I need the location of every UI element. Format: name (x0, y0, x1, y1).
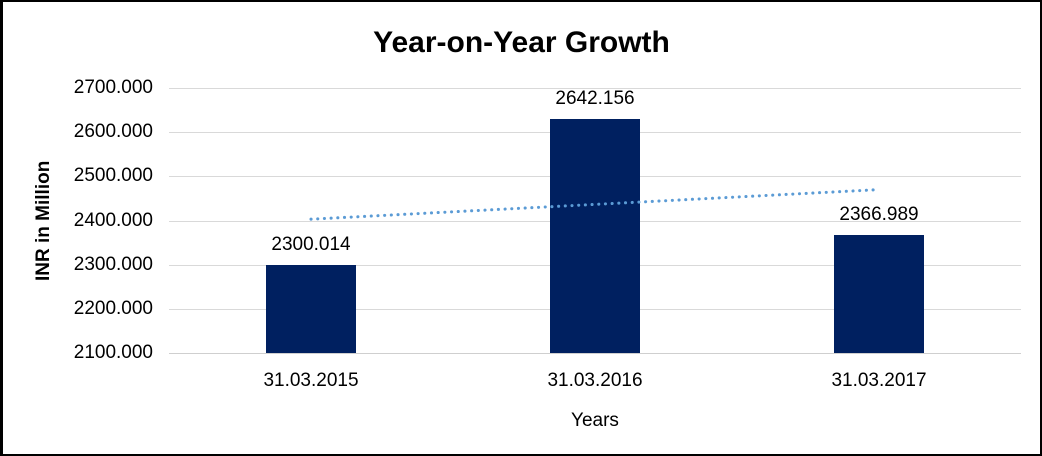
y-axis-tick-label: 2600.000 (73, 121, 153, 143)
x-axis-tick-label: 31.03.2015 (263, 370, 359, 391)
y-axis-tick-labels: 2700.000 2600.000 2500.000 2400.000 2300… (3, 77, 153, 363)
bar-group-2015: 2300.014 (169, 88, 453, 353)
x-axis-tick-label: 31.03.2017 (831, 370, 927, 391)
y-axis-tick-label: 2500.000 (73, 165, 153, 187)
y-axis-tick-label: 2200.000 (73, 297, 153, 319)
x-axis-tick-label: 31.03.2016 (547, 370, 643, 391)
y-axis-tick-label: 2300.000 (73, 253, 153, 275)
bar-2016 (550, 119, 640, 353)
x-axis-title: Years (571, 410, 619, 431)
bar-value-label: 2642.156 (555, 88, 635, 109)
chart-title: Year-on-Year Growth (373, 26, 670, 59)
plot-area: 2300.014 2642.156 2366.989 (169, 88, 1021, 354)
bar-series: 2300.014 2642.156 2366.989 (169, 88, 1021, 353)
bar-value-label: 2366.989 (839, 204, 919, 226)
bar-2015 (266, 264, 356, 353)
bar-group-2017: 2366.989 (737, 88, 1021, 353)
bar-group-2016: 2642.156 (453, 88, 737, 353)
y-axis-tick-label: 2400.000 (73, 209, 153, 231)
bar-value-label: 2300.014 (271, 233, 351, 255)
y-axis-tick-label: 2100.000 (73, 342, 153, 363)
x-axis-line (169, 353, 1021, 354)
gridline (169, 88, 1021, 89)
y-axis-tick-label: 2700.000 (73, 77, 153, 98)
x-axis-tick-labels: 31.03.2015 31.03.2016 31.03.2017 (169, 370, 1021, 392)
bar-2017 (834, 235, 924, 353)
